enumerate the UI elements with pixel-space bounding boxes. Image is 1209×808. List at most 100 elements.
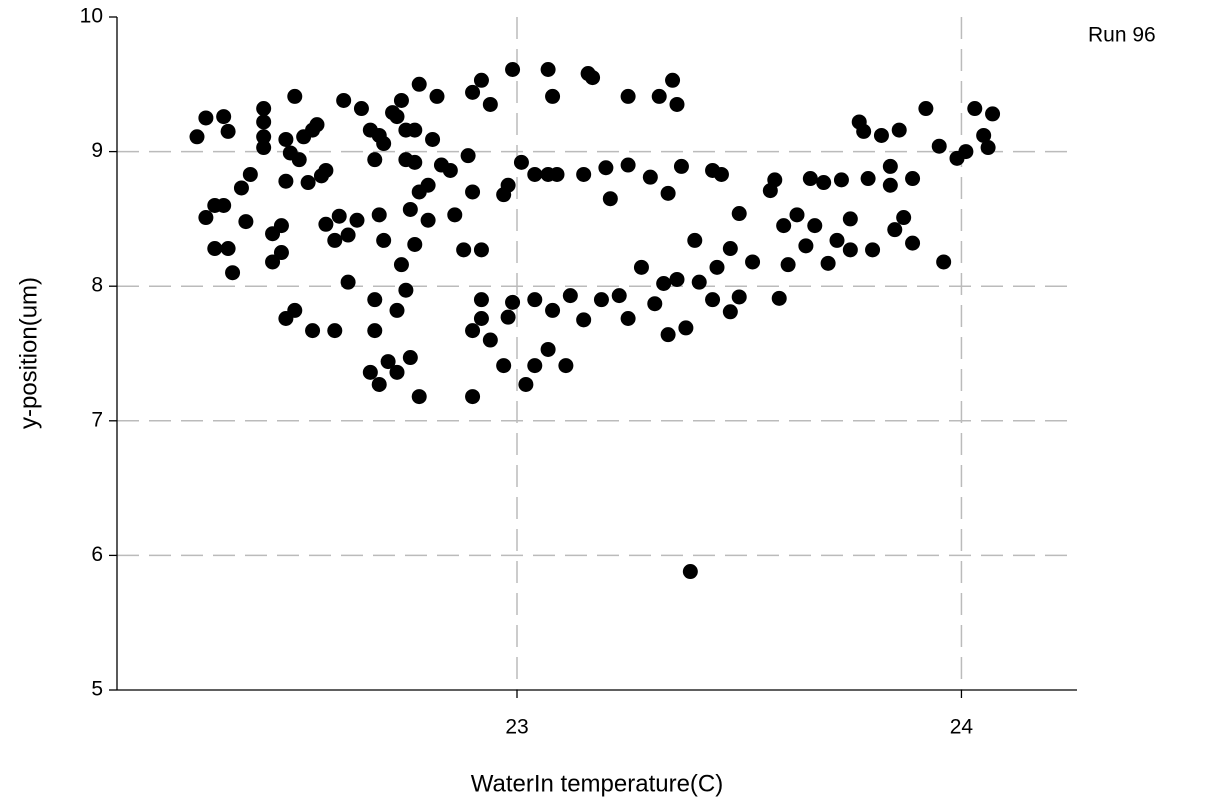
- point: [242, 166, 258, 182]
- point: [576, 166, 592, 182]
- point: [807, 218, 823, 234]
- point: [602, 191, 618, 207]
- point: [496, 358, 512, 374]
- point: [402, 350, 418, 366]
- point: [411, 389, 427, 405]
- point: [527, 292, 543, 308]
- point: [425, 131, 441, 147]
- point: [340, 274, 356, 290]
- point: [873, 127, 889, 143]
- point: [598, 160, 614, 176]
- x-axis-label: WaterIn temperature(C): [471, 770, 724, 797]
- point: [980, 140, 996, 156]
- point: [505, 294, 521, 310]
- point: [576, 312, 592, 328]
- point: [220, 241, 236, 257]
- point: [669, 96, 685, 112]
- point: [527, 166, 543, 182]
- point: [905, 171, 921, 187]
- point: [967, 101, 983, 117]
- point: [673, 158, 689, 174]
- y-tick-label: 5: [91, 678, 103, 701]
- x-tick-label: 23: [505, 716, 528, 739]
- point: [225, 265, 241, 281]
- point: [189, 129, 205, 145]
- point: [513, 154, 529, 170]
- point: [771, 290, 787, 306]
- point: [905, 235, 921, 251]
- point: [776, 218, 792, 234]
- point: [891, 122, 907, 138]
- point: [660, 185, 676, 201]
- point: [820, 255, 836, 271]
- point: [482, 96, 498, 112]
- point: [273, 218, 289, 234]
- point: [362, 364, 378, 380]
- point: [465, 389, 481, 405]
- point: [367, 292, 383, 308]
- point: [691, 274, 707, 290]
- point: [327, 232, 343, 248]
- point: [633, 259, 649, 275]
- point: [678, 320, 694, 336]
- point: [376, 232, 392, 248]
- point: [545, 302, 561, 318]
- point: [918, 101, 934, 117]
- point: [816, 175, 832, 191]
- point: [896, 210, 912, 226]
- point: [593, 292, 609, 308]
- point: [842, 211, 858, 227]
- annotation: Run 96: [1088, 24, 1156, 47]
- point: [331, 208, 347, 224]
- point: [367, 152, 383, 168]
- point: [407, 154, 423, 170]
- point: [256, 140, 272, 156]
- point: [976, 127, 992, 143]
- point: [402, 201, 418, 217]
- point: [336, 92, 352, 108]
- point: [789, 207, 805, 223]
- point: [389, 109, 405, 125]
- point: [882, 177, 898, 193]
- point: [656, 276, 672, 292]
- y-tick-label: 9: [91, 139, 103, 162]
- point: [936, 254, 952, 270]
- point: [669, 271, 685, 287]
- point: [660, 327, 676, 343]
- point: [558, 358, 574, 374]
- point: [518, 376, 534, 392]
- point: [860, 171, 876, 187]
- point: [713, 166, 729, 182]
- point: [349, 212, 365, 228]
- point: [842, 242, 858, 258]
- point: [985, 106, 1001, 122]
- point: [278, 173, 294, 189]
- point: [367, 323, 383, 339]
- point: [420, 177, 436, 193]
- point: [709, 259, 725, 275]
- point: [540, 61, 556, 77]
- point: [611, 288, 627, 304]
- point: [465, 323, 481, 339]
- point: [305, 323, 321, 339]
- point: [327, 323, 343, 339]
- point: [473, 311, 489, 327]
- point: [620, 88, 636, 104]
- point: [376, 136, 392, 152]
- point: [278, 311, 294, 327]
- point: [496, 187, 512, 203]
- point: [371, 207, 387, 223]
- point: [887, 222, 903, 238]
- point: [198, 210, 214, 226]
- point: [456, 242, 472, 258]
- y-tick-label: 10: [80, 5, 103, 28]
- y-axis-label: y-position(um): [15, 277, 42, 429]
- point: [465, 184, 481, 200]
- point: [429, 88, 445, 104]
- point: [465, 84, 481, 100]
- point: [585, 70, 601, 86]
- point: [407, 236, 423, 252]
- point: [802, 171, 818, 187]
- point: [780, 257, 796, 273]
